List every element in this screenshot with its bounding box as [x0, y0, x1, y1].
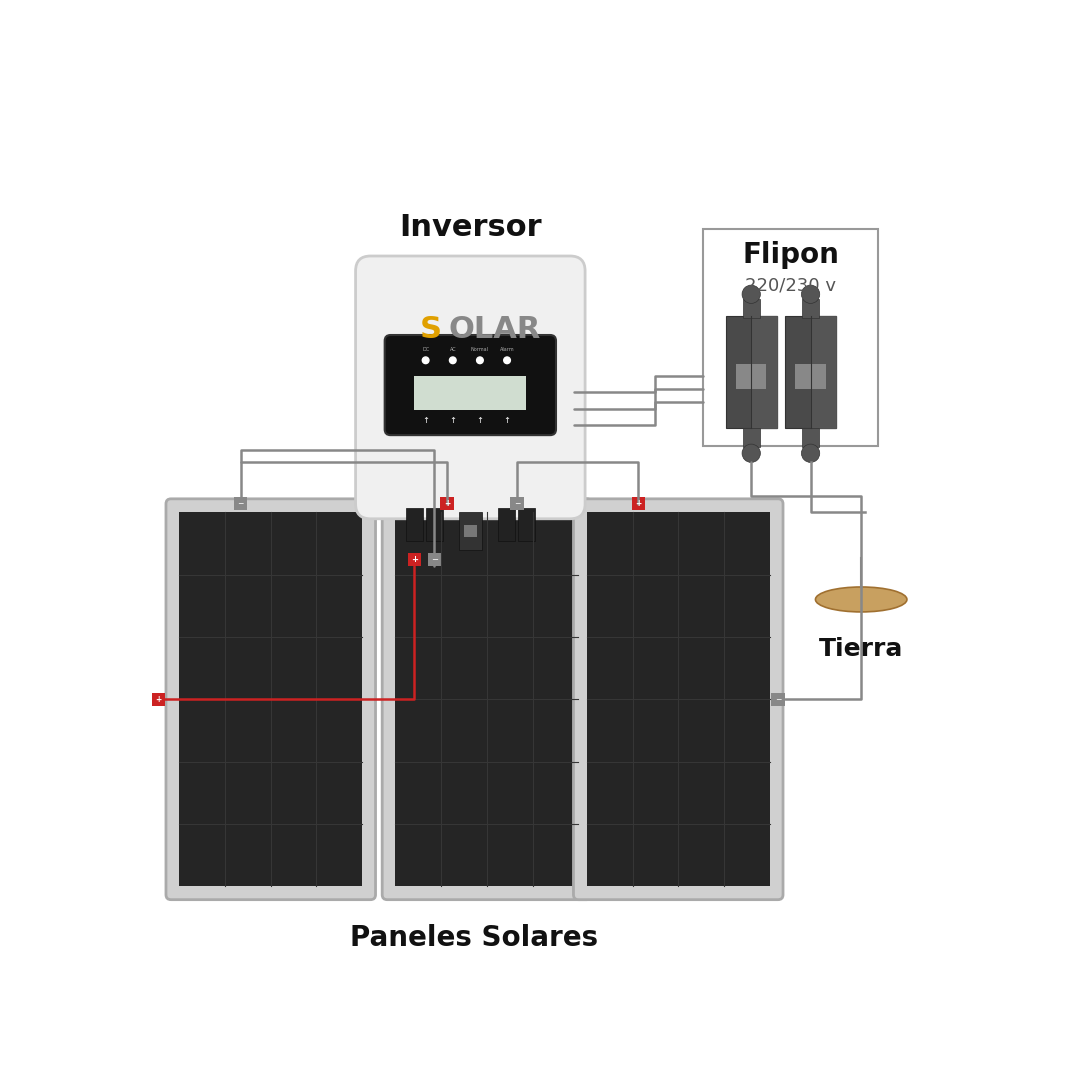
Bar	[498, 508, 514, 541]
Text: ↑: ↑	[476, 416, 484, 424]
Bar	[735, 364, 767, 389]
Ellipse shape	[815, 588, 907, 612]
Circle shape	[422, 357, 429, 364]
Text: Alarm: Alarm	[500, 347, 514, 352]
Text: Inversor: Inversor	[399, 213, 542, 242]
Bar	[802, 429, 819, 447]
Text: −: −	[431, 555, 437, 564]
Circle shape	[742, 444, 760, 462]
Circle shape	[449, 357, 456, 364]
Text: −: −	[774, 694, 781, 704]
Bar	[441, 497, 454, 511]
Bar	[703, 229, 878, 446]
Bar	[802, 299, 819, 318]
Circle shape	[801, 444, 820, 462]
Text: Normal: Normal	[471, 347, 489, 352]
Text: DC: DC	[422, 347, 429, 352]
Bar	[743, 429, 759, 447]
Text: ↑: ↑	[449, 416, 456, 424]
FancyBboxPatch shape	[166, 499, 376, 900]
Bar	[510, 497, 524, 511]
Circle shape	[503, 357, 511, 364]
Polygon shape	[752, 315, 777, 429]
Bar	[428, 553, 441, 566]
Bar	[518, 508, 535, 541]
Bar	[406, 508, 422, 541]
Bar	[234, 497, 247, 511]
FancyBboxPatch shape	[384, 335, 556, 435]
Bar	[459, 512, 482, 550]
Bar	[152, 692, 165, 706]
Bar	[726, 315, 777, 429]
FancyBboxPatch shape	[573, 499, 783, 900]
Text: Flipon: Flipon	[742, 241, 839, 269]
Bar	[463, 526, 477, 537]
Circle shape	[742, 285, 760, 303]
Text: OLAR: OLAR	[448, 314, 540, 343]
Text: ↑: ↑	[503, 416, 511, 424]
Text: ↑: ↑	[422, 416, 429, 424]
Text: −: −	[514, 499, 521, 509]
Circle shape	[476, 357, 483, 364]
Text: Tierra: Tierra	[819, 637, 903, 661]
Text: +: +	[156, 694, 162, 704]
Bar	[771, 692, 785, 706]
Text: +: +	[635, 499, 642, 509]
Text: Paneles Solares: Paneles Solares	[350, 923, 598, 951]
FancyBboxPatch shape	[382, 499, 592, 900]
Bar	[795, 364, 826, 389]
Bar	[743, 299, 759, 318]
Text: −: −	[238, 499, 244, 509]
Bar	[632, 497, 645, 511]
Bar	[408, 553, 421, 566]
Text: +: +	[411, 555, 418, 564]
Bar	[427, 508, 443, 541]
Polygon shape	[811, 315, 836, 429]
Text: 220/230 v: 220/230 v	[745, 276, 836, 295]
Bar	[179, 512, 362, 887]
FancyBboxPatch shape	[355, 256, 585, 518]
Text: S: S	[419, 314, 442, 343]
Text: +: +	[444, 499, 450, 509]
Text: AC: AC	[449, 347, 456, 352]
Circle shape	[801, 285, 820, 303]
Bar	[785, 315, 836, 429]
Bar	[395, 512, 579, 887]
Bar	[415, 376, 526, 409]
Bar	[586, 512, 770, 887]
